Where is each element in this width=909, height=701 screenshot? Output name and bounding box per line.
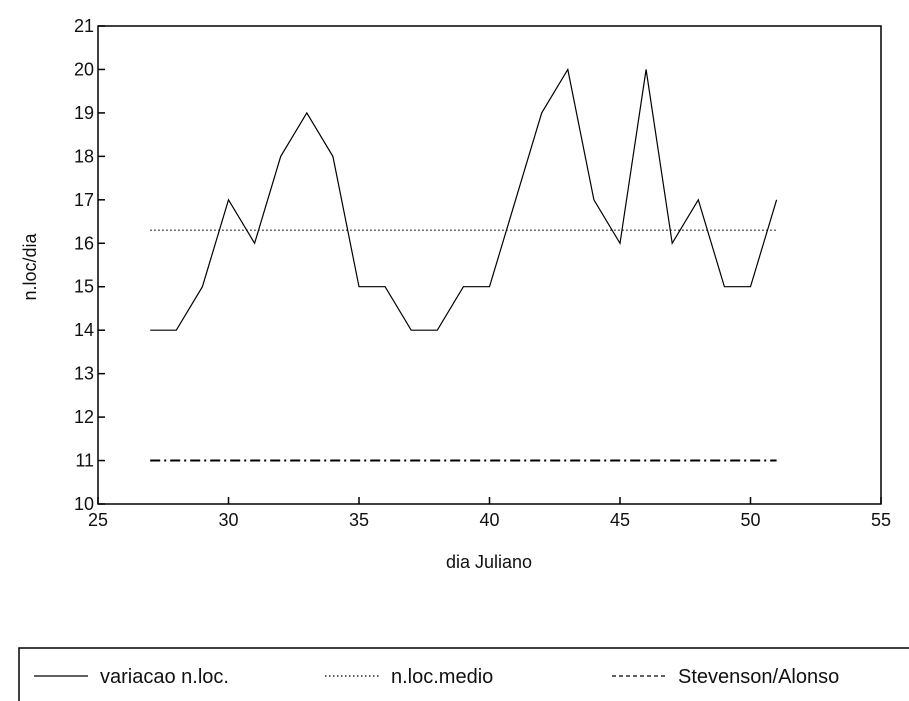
y-tick-label: 19 xyxy=(74,103,94,123)
legend-label-3: Stevenson/Alonso xyxy=(678,666,839,688)
x-tick-label: 35 xyxy=(349,510,369,530)
legend-box xyxy=(18,647,909,701)
x-tick-label: 50 xyxy=(740,510,760,530)
y-tick-label: 14 xyxy=(74,320,94,340)
x-tick-label: 45 xyxy=(610,510,630,530)
y-tick-label: 12 xyxy=(74,407,94,427)
x-tick-label: 40 xyxy=(479,510,499,530)
y-tick-label: 18 xyxy=(74,146,94,166)
series-line-1 xyxy=(150,67,778,331)
y-tick-label: 13 xyxy=(74,364,94,384)
y-axis-label: n.loc/dia xyxy=(20,232,40,300)
y-tick-label: 17 xyxy=(74,190,94,210)
y-tick-label: 11 xyxy=(75,451,94,471)
x-axis-label: dia Juliano xyxy=(446,552,532,572)
x-tick-label: 55 xyxy=(871,510,891,530)
plot-frame xyxy=(97,25,882,505)
x-tick-label: 25 xyxy=(88,510,108,530)
y-tick-label: 20 xyxy=(74,59,94,79)
y-tick-label: 10 xyxy=(74,494,94,514)
legend-label-1: variacao n.loc. xyxy=(100,666,229,688)
legend: variacao n.loc. n.loc.medio Stevenson/Alon… xyxy=(18,647,909,701)
legend-label-2: n.loc.medio xyxy=(391,666,493,688)
y-tick-label: 15 xyxy=(74,277,94,297)
y-tick-label: 16 xyxy=(74,233,94,253)
y-tick-label: 21 xyxy=(74,16,94,36)
x-tick-label: 30 xyxy=(218,510,238,530)
